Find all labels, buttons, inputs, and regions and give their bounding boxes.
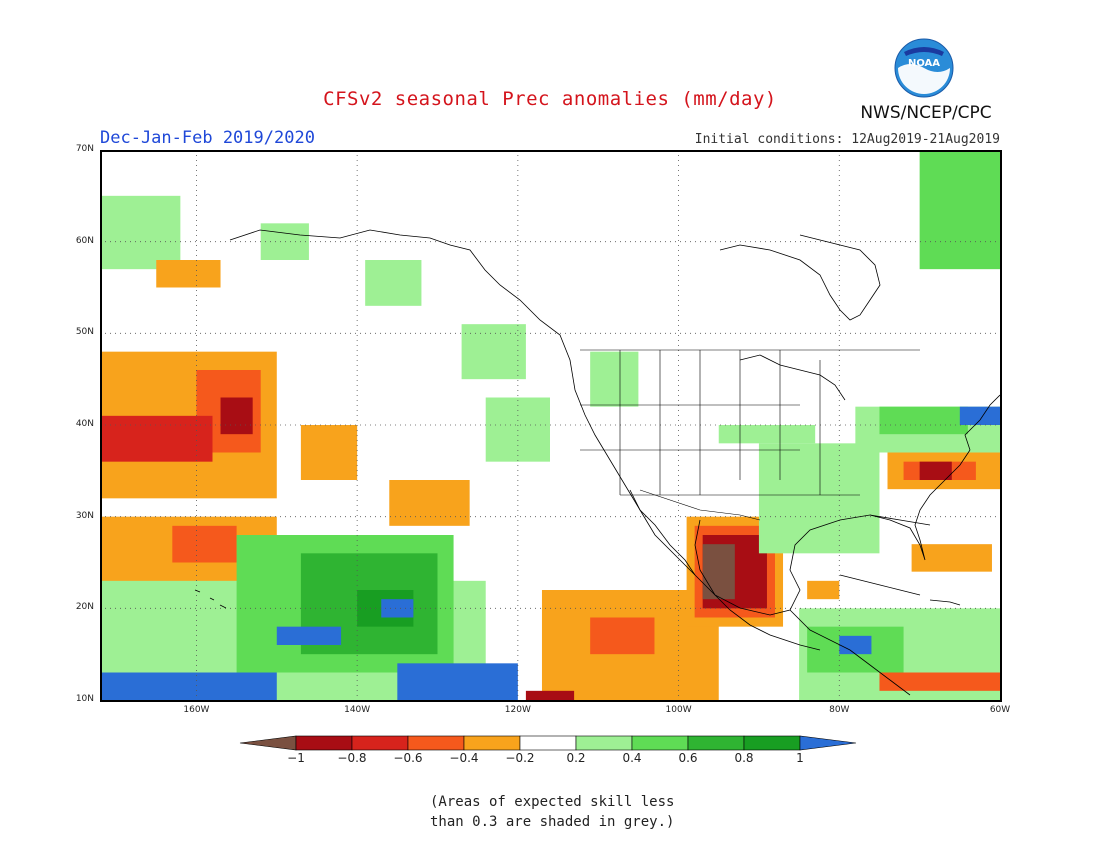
anomaly-region: [389, 480, 470, 526]
noaa-logo: NOAA: [894, 38, 954, 98]
coastlines: [194, 229, 1000, 696]
colorbar-segment: [687, 735, 745, 751]
anomaly-region: [702, 544, 735, 600]
anomaly-region: [590, 617, 655, 655]
lat-tick-label: 70N: [75, 144, 94, 154]
colorbar-tick-label: −0.8: [337, 751, 367, 765]
colorbar-tick-label: −1: [287, 751, 305, 765]
anomaly-region: [911, 544, 992, 572]
season-label: Dec-Jan-Feb 2019/2020: [100, 128, 315, 148]
colorbar-tick-label: 0.2: [566, 751, 586, 765]
colorbar-tick-label: 0.8: [734, 751, 754, 765]
anomaly-region: [807, 580, 840, 600]
anomaly-region: [300, 425, 358, 480]
lon-tick-label: 80W: [829, 705, 850, 715]
lat-tick-label: 50N: [75, 327, 94, 338]
colorbar-tick-label: −0.2: [505, 751, 535, 765]
anomaly-region: [220, 397, 253, 435]
colorbar-tick-label: −0.4: [449, 751, 479, 765]
lat-tick-label: 60N: [75, 235, 94, 246]
anomaly-region: [879, 672, 1000, 691]
anomaly-region: [156, 260, 221, 288]
anomaly-region: [879, 406, 968, 435]
skill-footnote: (Areas of expected skill less than 0.3 a…: [430, 792, 770, 832]
lat-tick-label: 20N: [75, 602, 94, 613]
anomaly-region: [381, 599, 414, 618]
colorbar-tick-label: 1: [796, 751, 804, 765]
lon-tick-label: 100W: [665, 705, 692, 715]
logo-text: NOAA: [908, 58, 940, 69]
lat-tick-label: 40N: [75, 419, 94, 429]
colorbar-segment: [799, 735, 857, 751]
lon-tick-label: 120W: [504, 705, 531, 715]
colorbar-segment: [463, 735, 521, 751]
map-frame: [100, 150, 1002, 702]
colorbar-tick-label: −0.6: [393, 751, 423, 765]
lon-tick-label: 140W: [344, 705, 371, 715]
colorbar: [239, 735, 857, 751]
agency-label: NWS/NCEP/CPC: [860, 103, 992, 123]
colorbar-segment: [743, 735, 801, 751]
lat-tick-label: 10N: [75, 694, 94, 704]
colorbar-tick-label: 0.4: [622, 751, 642, 765]
colorbar-segment: [631, 735, 689, 751]
anomaly-map: [100, 150, 1000, 700]
anomaly-region: [758, 443, 880, 554]
political-borders: [580, 349, 920, 521]
colorbar-segment: [239, 735, 297, 751]
colorbar-segment: [351, 735, 409, 751]
anomaly-region: [100, 195, 181, 270]
initial-conditions-label: Initial conditions: 12Aug2019-21Aug2019: [694, 132, 1000, 147]
anomaly-region: [100, 672, 277, 700]
colorbar-segment: [575, 735, 633, 751]
colorbar-segment: [519, 735, 577, 751]
anomaly-region: [590, 351, 639, 407]
anomaly-region: [397, 663, 518, 700]
anomaly-region: [919, 150, 1000, 270]
lat-tick-label: 30N: [75, 510, 94, 521]
anomaly-region: [718, 425, 816, 444]
skill-footnote-line1: (Areas of expected skill less: [430, 794, 675, 810]
colorbar-segment: [295, 735, 353, 751]
anomaly-region: [100, 415, 213, 462]
anomaly-region: [919, 461, 952, 480]
lon-tick-label: 160W: [183, 705, 210, 715]
anomaly-region: [839, 635, 872, 655]
colorbar-segment: [407, 735, 465, 751]
chart-title: CFSv2 seasonal Prec anomalies (mm/day): [323, 88, 777, 110]
anomaly-region: [525, 690, 575, 700]
anomaly-region: [365, 260, 422, 306]
anomaly-region: [172, 525, 237, 563]
skill-footnote-line2: than 0.3 are shaded in grey.): [430, 814, 675, 830]
anomaly-region: [276, 626, 342, 645]
lon-tick-label: 60W: [989, 705, 1011, 715]
anomaly-region: [959, 406, 1000, 425]
colorbar-tick-label: 0.6: [678, 751, 698, 765]
